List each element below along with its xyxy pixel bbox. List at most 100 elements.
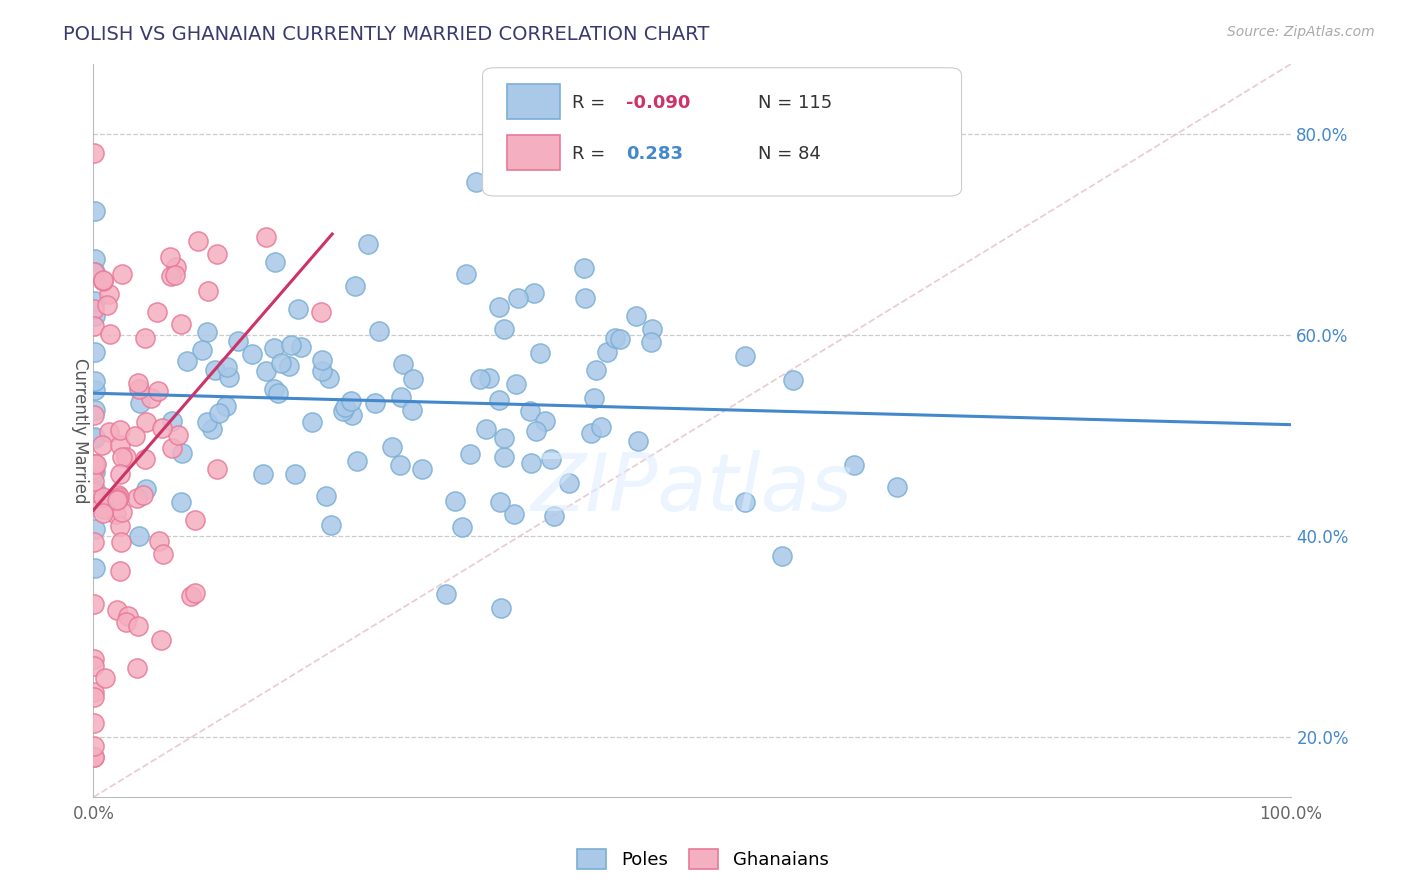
Point <box>111 267 134 281</box>
Point <box>205 247 228 261</box>
Point <box>287 301 309 316</box>
Text: N = 84: N = 84 <box>758 145 821 163</box>
Point <box>91 437 114 451</box>
Point <box>263 342 285 356</box>
Point <box>124 429 146 443</box>
Point <box>524 424 547 438</box>
Text: -0.090: -0.090 <box>626 94 690 112</box>
Point <box>641 322 664 336</box>
Point <box>468 371 491 385</box>
Point <box>105 493 128 508</box>
Point <box>83 652 105 666</box>
Point <box>886 480 908 494</box>
Point <box>315 489 337 503</box>
Point <box>215 359 238 374</box>
Point <box>464 175 486 189</box>
Point <box>605 331 627 345</box>
Point <box>83 534 105 549</box>
Point <box>128 529 150 543</box>
Point <box>492 322 515 336</box>
Point <box>346 454 368 468</box>
Point <box>83 739 105 753</box>
Point <box>301 415 323 429</box>
FancyBboxPatch shape <box>482 68 962 196</box>
Point <box>391 357 413 371</box>
Point <box>180 589 202 603</box>
Point <box>492 450 515 464</box>
Point <box>284 467 307 481</box>
Text: R =: R = <box>572 94 612 112</box>
Point <box>434 587 457 601</box>
Point <box>135 482 157 496</box>
Text: R =: R = <box>572 145 612 163</box>
Point <box>254 230 277 244</box>
Point <box>83 465 105 479</box>
Point <box>333 400 356 414</box>
Point <box>340 394 363 409</box>
Point <box>84 458 107 472</box>
Point <box>167 428 190 442</box>
Point <box>83 408 105 422</box>
Point <box>591 419 613 434</box>
Point <box>458 447 481 461</box>
Point <box>83 345 105 359</box>
Point <box>596 345 619 359</box>
Point <box>83 265 105 279</box>
Point <box>115 450 138 465</box>
Point <box>83 204 105 219</box>
Point <box>83 685 105 699</box>
Point <box>83 598 105 612</box>
Point <box>627 434 650 448</box>
Point <box>160 269 183 284</box>
Point <box>127 619 149 633</box>
Point <box>165 260 187 274</box>
Point <box>91 506 114 520</box>
Point <box>98 327 121 342</box>
Point <box>368 324 391 338</box>
Point <box>240 346 263 360</box>
Point <box>488 495 510 509</box>
Point <box>94 671 117 685</box>
Point <box>135 415 157 429</box>
Point <box>263 382 285 396</box>
Point <box>83 715 105 730</box>
Point <box>170 317 193 331</box>
Point <box>609 332 631 346</box>
Point <box>574 260 596 275</box>
Point <box>488 392 510 407</box>
Point <box>146 305 169 319</box>
Point <box>519 404 541 418</box>
Point <box>170 495 193 509</box>
FancyBboxPatch shape <box>506 136 561 170</box>
Point <box>107 492 129 507</box>
Point <box>218 370 240 384</box>
Point <box>558 475 581 490</box>
Point <box>770 549 793 563</box>
Point <box>125 491 148 505</box>
Point <box>150 632 173 647</box>
Point <box>270 356 292 370</box>
Point <box>734 349 756 363</box>
Point <box>83 403 105 417</box>
Point <box>340 408 363 422</box>
Point <box>146 384 169 399</box>
Point <box>540 452 562 467</box>
Point <box>108 438 131 452</box>
Point <box>344 279 367 293</box>
Point <box>280 338 302 352</box>
Point <box>582 392 605 406</box>
Point <box>107 488 129 502</box>
Point <box>389 458 412 472</box>
Point <box>381 440 404 454</box>
Point <box>290 341 312 355</box>
Point <box>104 507 127 521</box>
Point <box>105 602 128 616</box>
Point <box>91 274 114 288</box>
Point <box>128 396 150 410</box>
Point <box>503 507 526 521</box>
Point <box>184 512 207 526</box>
Point <box>110 565 132 579</box>
Point <box>491 600 513 615</box>
Point <box>148 533 170 548</box>
Text: Source: ZipAtlas.com: Source: ZipAtlas.com <box>1227 25 1375 39</box>
